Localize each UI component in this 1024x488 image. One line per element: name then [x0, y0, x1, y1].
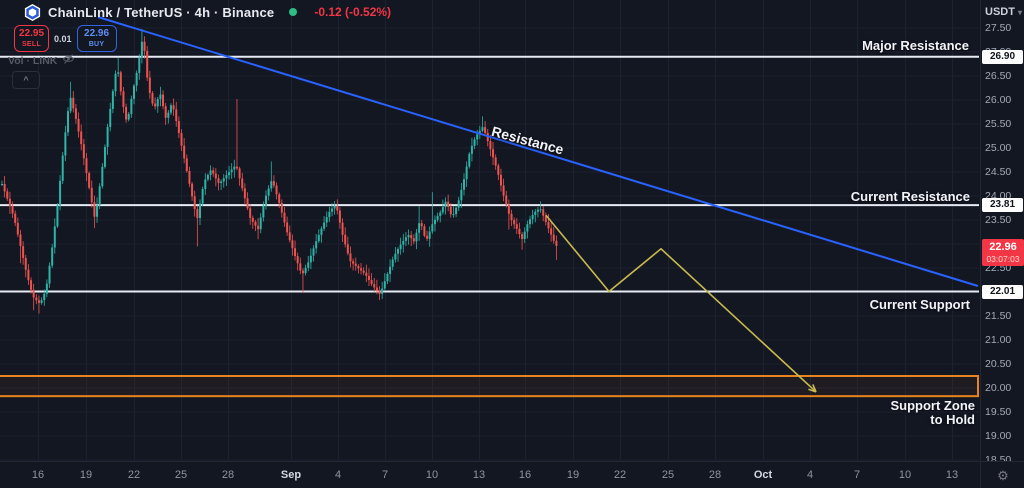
time-tick: 13 [472, 469, 486, 481]
support-zone-rect[interactable] [0, 375, 979, 398]
symbol-legend: ChainLink / TetherUS · 4h · Binance -0.1… [24, 3, 391, 21]
time-tick: Sep [280, 469, 302, 481]
time-tick: 28 [708, 469, 722, 481]
horizontal-level-lines[interactable] [0, 55, 979, 293]
time-tick: 25 [661, 469, 675, 481]
time-tick: 10 [898, 469, 912, 481]
spread-value: 0.01 [54, 33, 72, 44]
price-change-value: -0.12 (-0.52%) [314, 5, 392, 19]
candlestick-series [1, 28, 558, 314]
current-support-level-price-label: 22.01 [982, 284, 1023, 299]
symbol-title[interactable]: ChainLink / TetherUS · 4h · Binance [48, 4, 275, 20]
market-status-icon[interactable] [289, 8, 298, 16]
price-tick: 19.50 [985, 406, 1012, 418]
price-tick: 23.50 [985, 214, 1012, 226]
price-tick: 19.00 [985, 430, 1012, 442]
currency-label: USDT [985, 6, 1015, 18]
major-resistance-level-price-label: 26.90 [982, 49, 1023, 64]
current-resistance-label[interactable]: Current Resistance [850, 189, 970, 204]
axis-settings-button[interactable]: ⚙ [980, 461, 1024, 488]
collapse-pane-button[interactable]: ^ [12, 71, 40, 89]
price-tick: 20.00 [985, 382, 1012, 394]
price-axis[interactable]: USDT ▾ 22.96 03:07:03 27.5027.0026.5026.… [980, 0, 1024, 466]
buy-label: BUY [88, 41, 105, 48]
time-tick: 7 [381, 469, 389, 481]
time-tick: 19 [79, 469, 93, 481]
price-tick: 24.50 [985, 166, 1012, 178]
time-tick: 10 [425, 469, 439, 481]
support-zone-label[interactable]: Support Zone to Hold [891, 399, 976, 427]
time-tick: 19 [566, 469, 580, 481]
projection-arrowhead [812, 384, 817, 393]
sell-label: SELL [21, 41, 42, 48]
projection-arrowhead [808, 388, 817, 393]
chevron-up-icon: ^ [23, 75, 29, 85]
descending-trendline[interactable] [97, 16, 979, 287]
projection-path[interactable] [545, 214, 817, 393]
current-resistance-level-price-label: 23.81 [982, 198, 1023, 213]
price-tick: 27.50 [985, 22, 1012, 34]
bar-countdown: 03:07:03 [986, 253, 1020, 264]
buy-button[interactable]: 22.96 BUY [76, 25, 117, 52]
time-tick: 28 [221, 469, 235, 481]
price-tick: 20.50 [985, 358, 1012, 370]
major-resistance-label[interactable]: Major Resistance [862, 38, 969, 53]
time-tick: 25 [174, 469, 188, 481]
buy-price: 22.96 [84, 28, 110, 39]
time-tick: 16 [31, 469, 45, 481]
price-tick: 26.00 [985, 94, 1012, 106]
volume-indicator-legend[interactable]: Vol · LINK [8, 53, 75, 68]
time-axis[interactable]: 16 19 22 25 28 Sep 4 7 10 13 16 19 22 25 28 Oct 4 7 10 13 [0, 461, 980, 488]
price-tick: 21.00 [985, 334, 1012, 346]
sell-price: 22.95 [18, 28, 45, 39]
current-price-value: 22.96 [989, 240, 1017, 253]
time-tick: 4 [334, 469, 342, 481]
hidden-eye-icon[interactable] [62, 53, 75, 68]
time-tick: 13 [945, 469, 959, 481]
time-tick: 4 [806, 469, 814, 481]
settings-gear-icon: ⚙ [997, 467, 1009, 483]
support-zone-label-line1: Support Zone [890, 398, 976, 413]
sell-button[interactable]: 22.95 SELL [14, 25, 49, 52]
current-price-label: 22.96 03:07:03 [982, 238, 1024, 266]
price-tick: 25.50 [985, 118, 1012, 130]
chainlink-logo-icon [24, 3, 41, 21]
time-tick: 16 [518, 469, 532, 481]
time-tick: 22 [613, 469, 627, 481]
price-tick: 25.00 [985, 142, 1012, 154]
currency-selector[interactable]: USDT ▾ [985, 6, 1022, 18]
time-tick: 7 [853, 469, 861, 481]
support-zone-label-line2: to Hold [930, 412, 975, 427]
time-tick: Oct [753, 469, 773, 481]
time-tick: 22 [127, 469, 141, 481]
trade-panel: 22.95 SELL 0.01 22.96 BUY [14, 25, 117, 52]
price-chart-canvas[interactable] [0, 0, 980, 461]
price-tick: 21.50 [985, 310, 1012, 322]
volume-legend-label: Vol · LINK [8, 54, 58, 67]
current-support-label[interactable]: Current Support [869, 297, 970, 312]
price-tick: 26.50 [985, 70, 1012, 82]
chevron-down-icon: ▾ [1017, 7, 1022, 17]
